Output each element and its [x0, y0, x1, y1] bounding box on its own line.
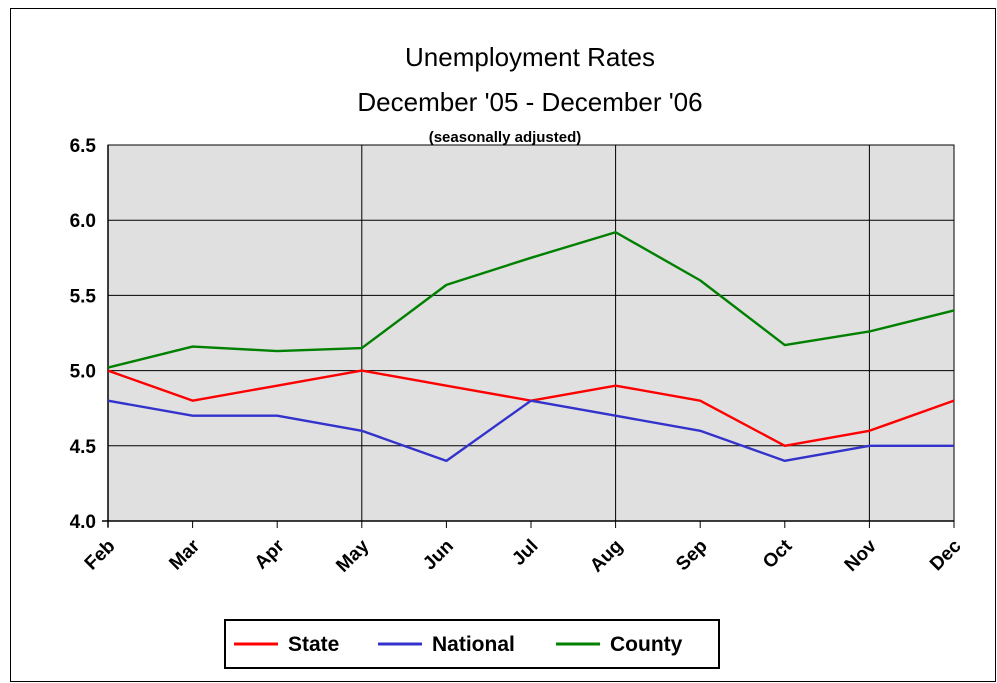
- x-tick-label: Sep: [672, 536, 711, 575]
- x-tick-label: Mar: [165, 535, 204, 574]
- legend-label-national: National: [432, 633, 515, 656]
- series-line-county: [107, 231, 955, 369]
- y-tick-label: 5.5: [70, 286, 97, 307]
- chart-frame: [10, 8, 996, 682]
- x-tick-label: Aug: [586, 536, 627, 577]
- y-tick-label: 5.0: [70, 362, 96, 383]
- chart-title: Unemployment Rates: [405, 42, 655, 72]
- legend: State National County: [224, 619, 720, 669]
- series-line-national: [107, 399, 954, 463]
- legend-label-county: County: [610, 633, 683, 656]
- y-tick-label: 4.0: [70, 512, 96, 533]
- legend-box: [224, 619, 720, 669]
- plot-area: [107, 144, 955, 522]
- x-tick-labels: Feb Mar Apr May Jun Jul Aug Sep Oct Nov Dec: [81, 535, 966, 576]
- series-lines: [107, 231, 955, 463]
- x-tick-label: Apr: [251, 535, 289, 573]
- chart-subtitle: December '05 - December '06: [357, 87, 702, 117]
- y-tick-label: 4.5: [70, 437, 97, 458]
- axes: [102, 145, 955, 528]
- y-tick-label: 6.5: [70, 136, 97, 157]
- x-tick-label: Dec: [926, 535, 966, 575]
- x-tick-label: Jul: [508, 536, 542, 570]
- chart-note: (seasonally adjusted): [429, 129, 582, 146]
- y-tick-label: 6.0: [70, 211, 96, 232]
- x-tick-label: Feb: [81, 536, 120, 575]
- x-tick-label: May: [332, 535, 373, 576]
- x-tick-label: Nov: [841, 535, 882, 576]
- x-tick-label: Jun: [419, 536, 458, 575]
- x-tick-label: Oct: [759, 535, 797, 573]
- y-tick-labels: 4.0 4.5 5.0 5.5 6.0 6.5: [70, 136, 97, 533]
- legend-label-state: State: [288, 633, 339, 656]
